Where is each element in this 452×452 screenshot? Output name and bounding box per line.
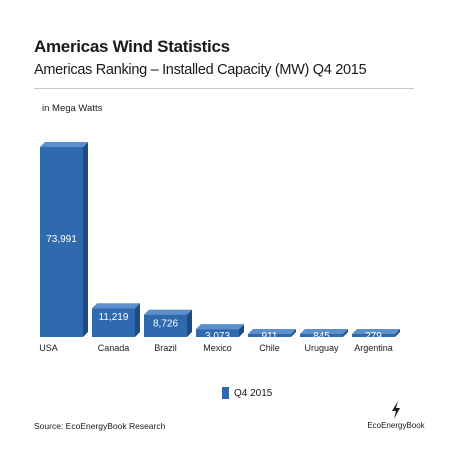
bar-brazil [144, 309, 192, 337]
chart-subtitle: Americas Ranking – Installed Capacity (M… [34, 62, 367, 78]
chart-title: Americas Wind Statistics [34, 37, 230, 56]
category-label-chile: Chile [259, 343, 280, 353]
bar-chile [248, 329, 296, 337]
category-label-canada: Canada [98, 343, 130, 353]
unit-note: in Mega Watts [42, 103, 103, 114]
bar-side [187, 309, 192, 337]
bar-top [300, 329, 348, 334]
bar-canada [92, 303, 140, 337]
source-note: Source: EcoEnergyBook Research [34, 421, 166, 431]
data-label-brazil: 8,726 [153, 319, 178, 330]
data-label-usa: 73,991 [46, 234, 77, 245]
data-label-mexico: 3,073 [205, 331, 230, 342]
brand: EcoEnergyBook [366, 400, 426, 430]
header-divider [34, 88, 414, 89]
bar-chart: 73,991 USA 11,219 Canada 8,726 Brazil 3,073Mex… [39, 142, 400, 353]
bar-front [144, 314, 187, 337]
category-label-argentina: Argentina [354, 343, 393, 353]
bar-top [40, 142, 88, 147]
bar-top [248, 329, 296, 334]
bar-uruguay [300, 329, 348, 337]
bar-front [196, 329, 239, 337]
bar-top [196, 324, 244, 330]
bar-front [248, 334, 291, 337]
lightning-bolt-icon [392, 401, 400, 419]
bar-usa [40, 142, 88, 337]
data-label-argentina: 279 [365, 331, 382, 342]
legend: Q4 2015 [222, 387, 272, 399]
category-label-usa: USA [39, 343, 58, 353]
bar-front [352, 334, 395, 337]
data-label-canada: 11,219 [99, 312, 129, 323]
brand-name: EcoEnergyBook [367, 421, 425, 430]
data-label-uruguay: 845 [313, 331, 330, 342]
legend-label: Q4 2015 [234, 387, 273, 399]
bar-mexico [196, 324, 244, 337]
data-label-chile: 911 [262, 331, 278, 342]
bar-side [239, 324, 244, 337]
legend-swatch [222, 387, 229, 399]
bar-side [395, 329, 400, 337]
bar-front [92, 308, 135, 337]
bar-side [83, 142, 88, 337]
bar-top [144, 309, 192, 315]
bar-argentina [352, 329, 400, 337]
bar-front [300, 334, 343, 337]
category-label-mexico: Mexico [203, 343, 232, 353]
bar-front [40, 147, 83, 337]
bar-side [291, 329, 296, 337]
category-label-uruguay: Uruguay [304, 343, 339, 353]
bar-side [135, 303, 140, 337]
bar-top [352, 329, 400, 334]
bar-top [92, 303, 140, 309]
bar-side [343, 329, 348, 337]
category-label-brazil: Brazil [154, 343, 177, 353]
